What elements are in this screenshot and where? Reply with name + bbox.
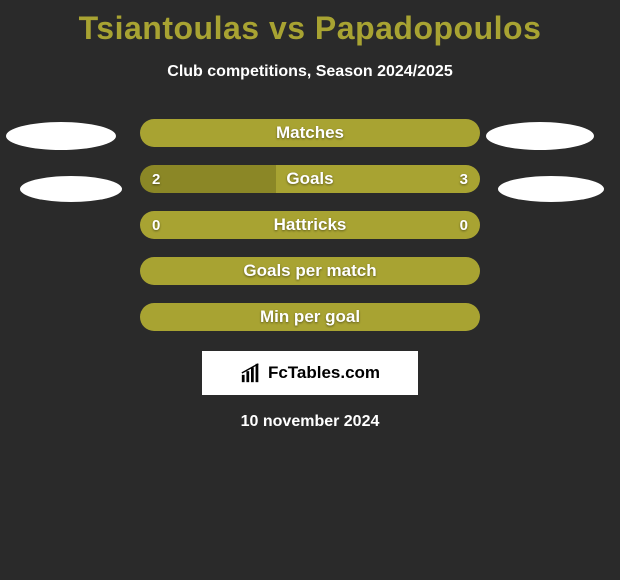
side-ellipse xyxy=(498,176,604,202)
subtitle: Club competitions, Season 2024/2025 xyxy=(0,63,620,81)
row-label: Min per goal xyxy=(260,307,360,327)
value-left: 0 xyxy=(152,217,160,234)
brand-text: FcTables.com xyxy=(268,363,380,383)
row-label: Goals xyxy=(286,169,333,189)
bar-fill-left xyxy=(140,165,276,193)
brand-box: FcTables.com xyxy=(202,351,418,395)
row-label: Goals per match xyxy=(243,261,376,281)
value-right: 3 xyxy=(460,171,468,188)
value-left: 2 xyxy=(152,171,160,188)
side-ellipse xyxy=(6,122,116,150)
comparison-row: 0 0 Hattricks xyxy=(140,211,480,239)
comparison-row: Min per goal xyxy=(140,303,480,331)
page-title: Tsiantoulas vs Papadopoulos xyxy=(0,0,620,47)
row-label: Matches xyxy=(276,123,344,143)
comparison-row: Matches xyxy=(140,119,480,147)
footer-date: 10 november 2024 xyxy=(0,413,620,431)
side-ellipse xyxy=(20,176,122,202)
side-ellipse xyxy=(486,122,594,150)
row-label: Hattricks xyxy=(274,215,347,235)
brand-bars-icon xyxy=(240,362,262,384)
comparison-row: 2 3 Goals xyxy=(140,165,480,193)
comparison-rows: Matches 2 3 Goals 0 0 Hattricks Goals per match… xyxy=(0,119,620,331)
comparison-row: Goals per match xyxy=(140,257,480,285)
value-right: 0 xyxy=(460,217,468,234)
